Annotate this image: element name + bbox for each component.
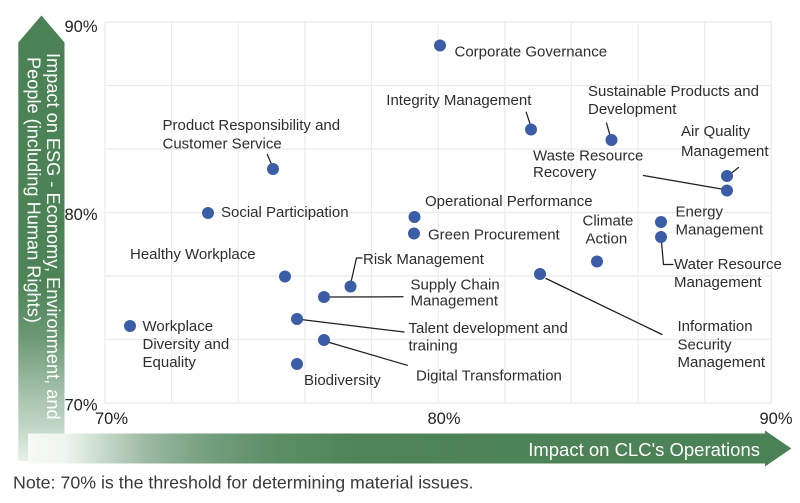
svg-text:Digital Transformation: Digital Transformation bbox=[416, 367, 562, 384]
svg-text:Healthy Workplace: Healthy Workplace bbox=[130, 246, 256, 263]
svg-text:Waste Resource: Waste Resource bbox=[533, 148, 643, 165]
svg-text:Green Procurement: Green Procurement bbox=[428, 227, 561, 244]
svg-text:Talent development and: Talent development and bbox=[409, 320, 568, 337]
svg-text:Management: Management bbox=[681, 143, 769, 160]
svg-text:Security: Security bbox=[678, 337, 733, 354]
svg-text:Air Quality: Air Quality bbox=[681, 123, 751, 140]
svg-text:Product Responsibility and: Product Responsibility and bbox=[163, 117, 341, 134]
svg-text:Customer Service: Customer Service bbox=[163, 135, 282, 152]
svg-text:Equality: Equality bbox=[143, 354, 197, 371]
svg-text:Biodiversity: Biodiversity bbox=[304, 372, 381, 389]
svg-text:70%: 70% bbox=[64, 397, 97, 415]
svg-text:Development: Development bbox=[588, 101, 677, 118]
svg-text:Corporate Governance: Corporate Governance bbox=[455, 43, 608, 60]
svg-text:Management: Management bbox=[678, 354, 766, 371]
svg-text:Social Participation: Social Participation bbox=[221, 204, 349, 221]
svg-text:Integrity Management: Integrity Management bbox=[386, 92, 532, 109]
svg-text:Action: Action bbox=[586, 230, 628, 247]
svg-text:70%: 70% bbox=[95, 410, 128, 428]
svg-text:80%: 80% bbox=[427, 410, 460, 428]
svg-text:Operational Performance: Operational Performance bbox=[425, 193, 593, 210]
svg-text:Recovery: Recovery bbox=[533, 164, 597, 181]
svg-text:90%: 90% bbox=[64, 18, 97, 36]
svg-text:Climate: Climate bbox=[583, 212, 634, 229]
svg-text:Information: Information bbox=[678, 318, 753, 335]
svg-text:Impact on CLC's Operations: Impact on CLC's Operations bbox=[528, 439, 760, 460]
svg-text:Management: Management bbox=[674, 274, 762, 291]
svg-text:Diversity and: Diversity and bbox=[143, 336, 230, 353]
svg-text:Note: 70% is the threshold for: Note: 70% is the threshold for determini… bbox=[13, 473, 474, 493]
svg-text:Energy: Energy bbox=[676, 203, 724, 220]
svg-text:Water Resource: Water Resource bbox=[674, 256, 782, 273]
svg-text:90%: 90% bbox=[759, 410, 792, 428]
svg-text:Risk Management: Risk Management bbox=[363, 251, 485, 268]
svg-text:Workplace: Workplace bbox=[143, 318, 214, 335]
svg-text:Sustainable Products and: Sustainable Products and bbox=[588, 83, 759, 100]
svg-text:80%: 80% bbox=[64, 206, 97, 224]
svg-text:Management: Management bbox=[676, 221, 764, 238]
svg-text:training: training bbox=[409, 337, 458, 354]
svg-text:Management: Management bbox=[411, 292, 499, 309]
svg-text:Supply Chain: Supply Chain bbox=[411, 277, 500, 294]
